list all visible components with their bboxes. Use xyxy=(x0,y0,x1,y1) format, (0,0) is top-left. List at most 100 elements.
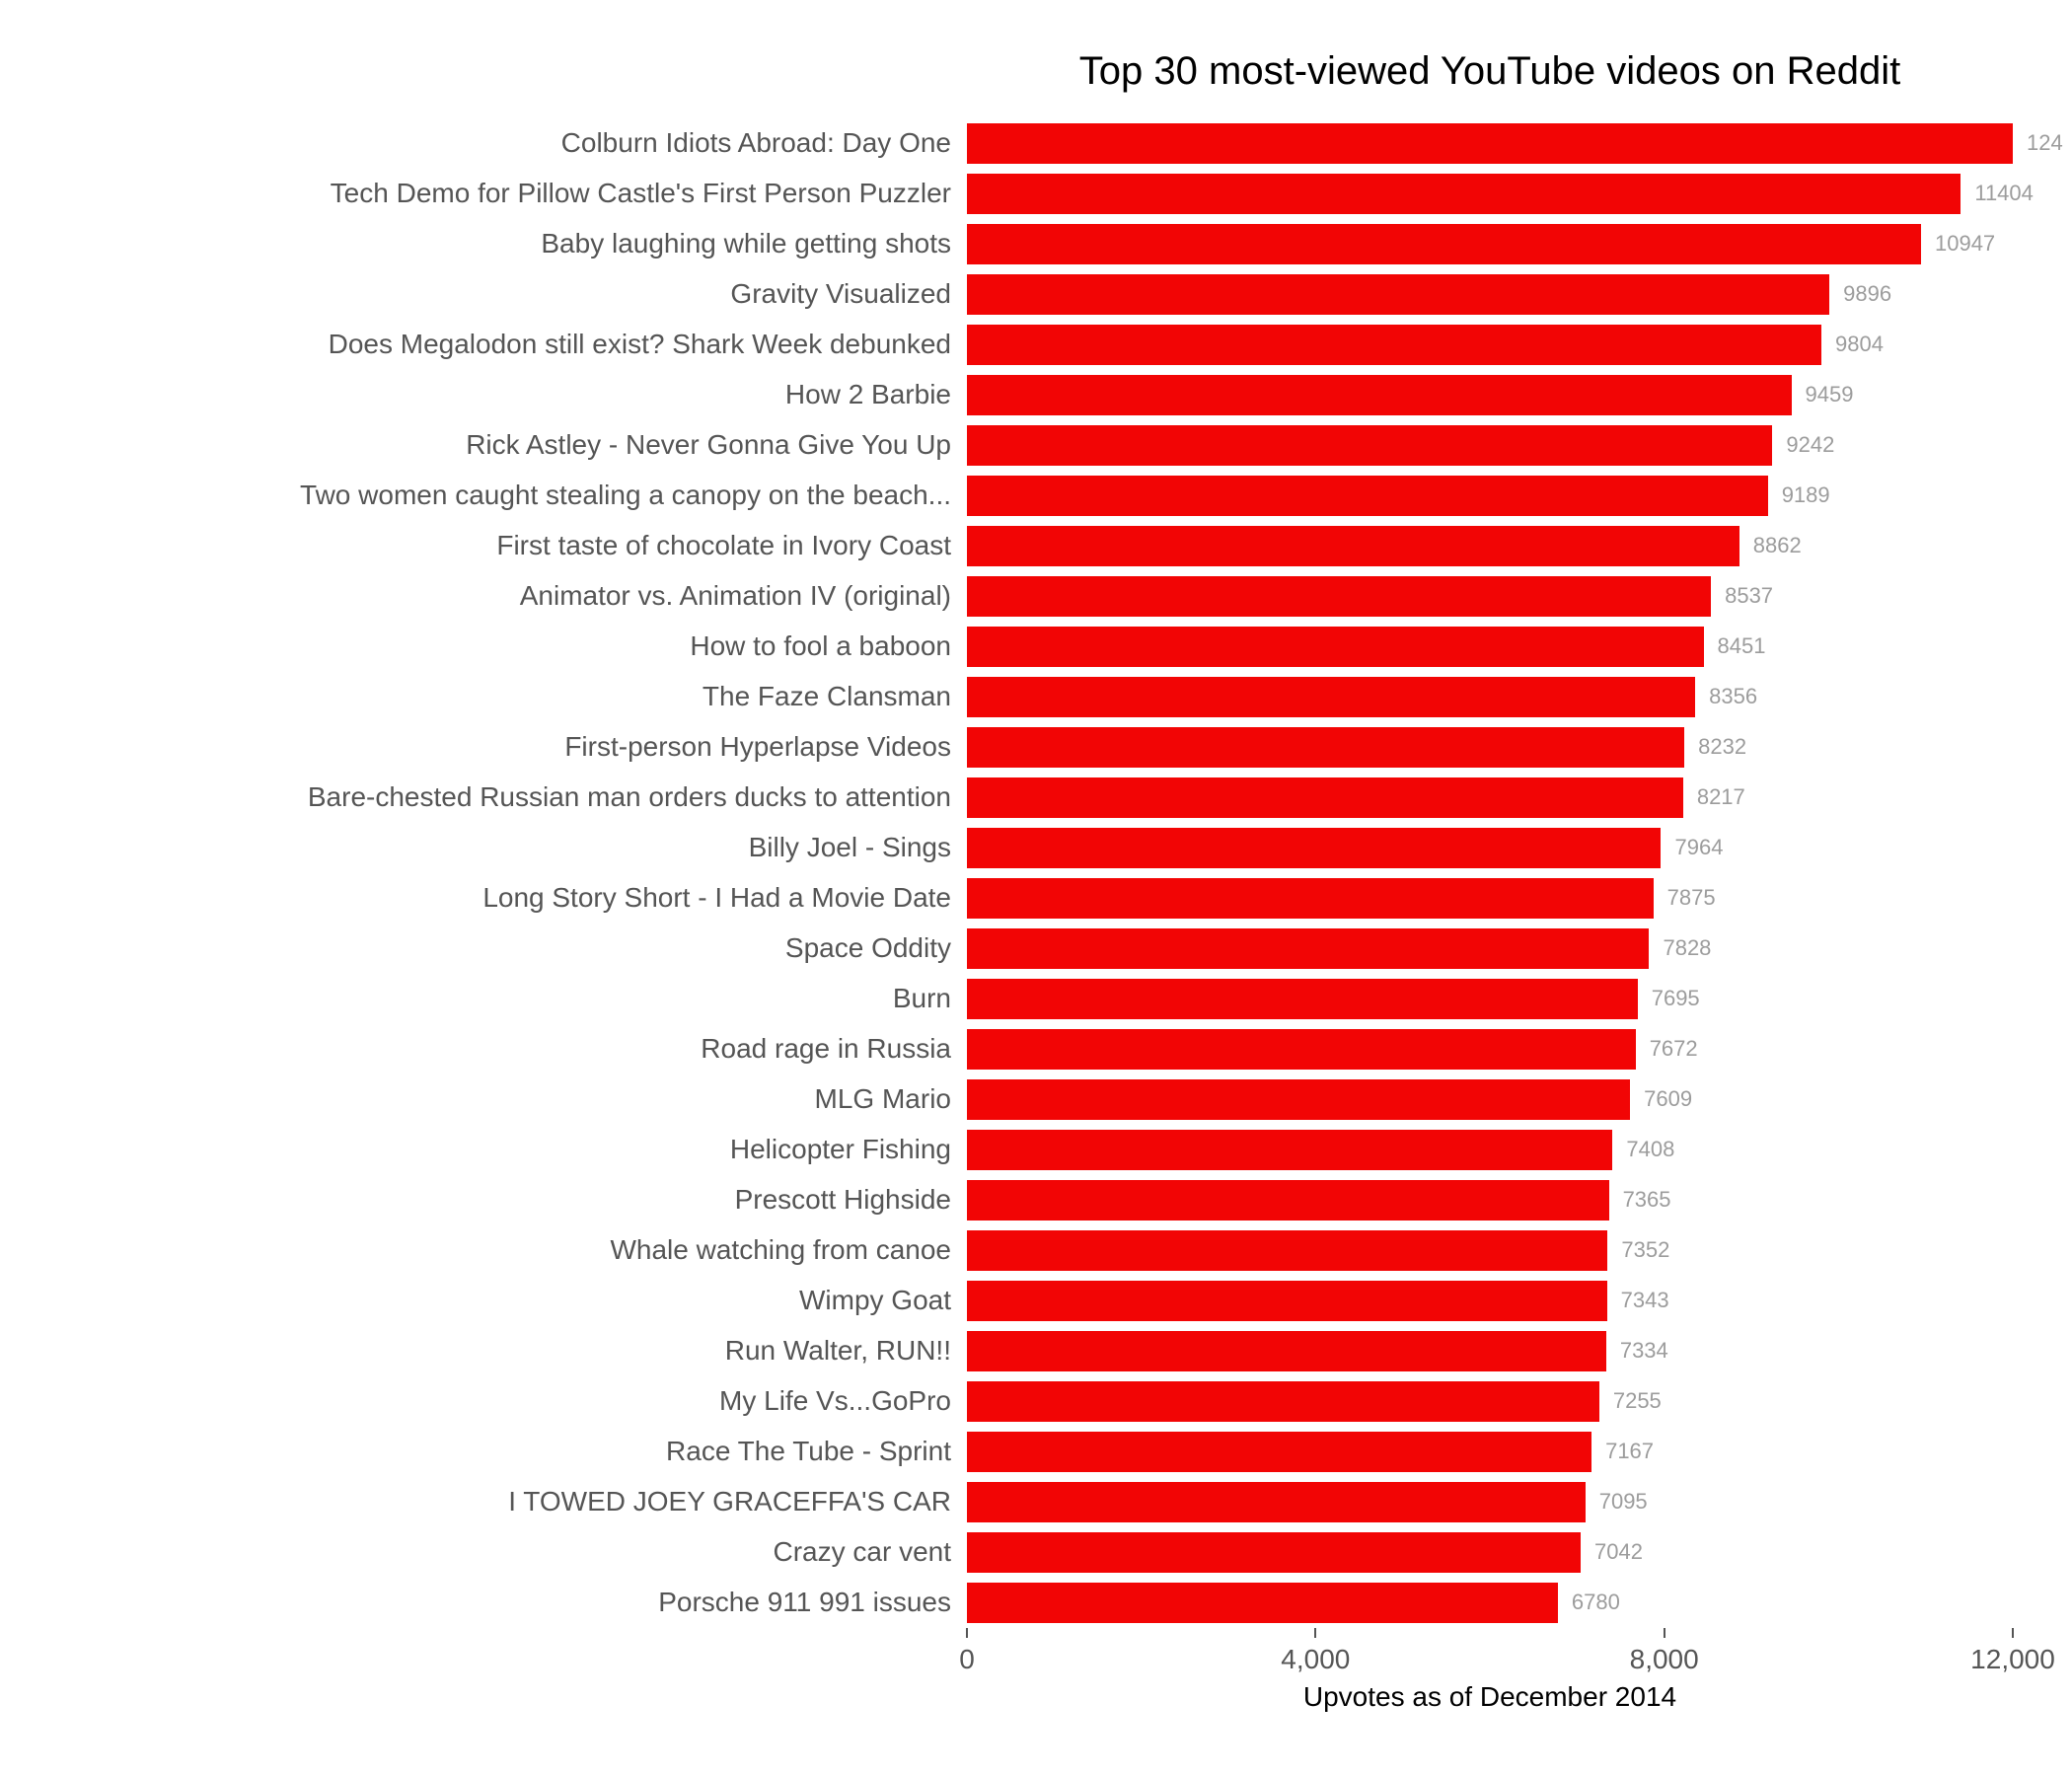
x-axis-tick xyxy=(2012,1628,2014,1638)
value-label: 9459 xyxy=(1806,382,1854,407)
category-label: Run Walter, RUN!! xyxy=(725,1335,967,1367)
bar xyxy=(967,979,1638,1020)
category-label: Two women caught stealing a canopy on th… xyxy=(300,480,967,511)
bar-row: Burn7695 xyxy=(967,979,2013,1020)
value-label: 9804 xyxy=(1835,332,1884,357)
category-label: Burn xyxy=(893,983,967,1014)
category-label: Billy Joel - Sings xyxy=(749,832,967,863)
bar xyxy=(967,1583,1558,1624)
bar-row: Run Walter, RUN!!7334 xyxy=(967,1331,2013,1372)
value-label: 7095 xyxy=(1599,1489,1648,1515)
category-label: Helicopter Fishing xyxy=(730,1134,967,1165)
value-label: 7167 xyxy=(1605,1439,1654,1464)
bar-row: I TOWED JOEY GRACEFFA'S CAR7095 xyxy=(967,1482,2013,1523)
category-label: How 2 Barbie xyxy=(785,379,967,410)
category-label: Race The Tube - Sprint xyxy=(666,1436,967,1467)
value-label: 9242 xyxy=(1786,432,1834,458)
bar-row: Road rage in Russia7672 xyxy=(967,1029,2013,1071)
bar-row: Race The Tube - Sprint7167 xyxy=(967,1432,2013,1473)
value-label: 7343 xyxy=(1621,1288,1669,1313)
bar xyxy=(967,777,1683,819)
bar-row: Helicopter Fishing7408 xyxy=(967,1130,2013,1171)
category-label: Rick Astley - Never Gonna Give You Up xyxy=(466,429,967,461)
bar-row: Long Story Short - I Had a Movie Date787… xyxy=(967,878,2013,920)
bar xyxy=(967,1180,1609,1221)
bar-row: Colburn Idiots Abroad: Day One124 xyxy=(967,123,2013,165)
category-label: The Faze Clansman xyxy=(703,681,967,712)
chart-title: Top 30 most-viewed YouTube videos on Red… xyxy=(1079,49,1900,94)
bar xyxy=(967,224,1921,265)
bar xyxy=(967,727,1684,769)
category-label: Porsche 911 991 issues xyxy=(658,1587,967,1618)
x-axis-tick xyxy=(966,1628,968,1638)
bar-row: My Life Vs...GoPro7255 xyxy=(967,1381,2013,1423)
bar-row: Tech Demo for Pillow Castle's First Pers… xyxy=(967,174,2013,215)
bar xyxy=(967,476,1768,517)
bar-row: Porsche 911 991 issues6780 xyxy=(967,1583,2013,1624)
x-axis-tick-label: 0 xyxy=(959,1644,975,1675)
value-label: 8537 xyxy=(1725,583,1773,609)
category-label: Space Oddity xyxy=(785,932,967,964)
value-label: 7352 xyxy=(1621,1237,1669,1263)
value-label: 11404 xyxy=(1974,181,2034,206)
x-axis-tick-label: 8,000 xyxy=(1630,1644,1699,1675)
bar xyxy=(967,375,1792,416)
value-label: 7828 xyxy=(1663,935,1711,961)
bar xyxy=(967,1230,1607,1272)
category-label: First-person Hyperlapse Videos xyxy=(564,731,967,763)
value-label: 124 xyxy=(2027,130,2063,156)
value-label: 8862 xyxy=(1753,533,1802,558)
bar-row: Billy Joel - Sings7964 xyxy=(967,828,2013,869)
bar xyxy=(967,123,2013,165)
value-label: 8217 xyxy=(1697,784,1745,810)
plot-area: Colburn Idiots Abroad: Day One124 Tech De… xyxy=(967,118,2013,1628)
bar-row: Does Megalodon still exist? Shark Week d… xyxy=(967,325,2013,366)
bar xyxy=(967,1381,1599,1423)
category-label: Crazy car vent xyxy=(774,1536,968,1568)
value-label: 7672 xyxy=(1650,1036,1698,1062)
value-label: 7408 xyxy=(1626,1137,1674,1162)
value-label: 7964 xyxy=(1674,835,1723,860)
category-label: Tech Demo for Pillow Castle's First Pers… xyxy=(331,178,967,209)
x-axis-tick-label: 4,000 xyxy=(1281,1644,1350,1675)
category-label: Baby laughing while getting shots xyxy=(541,228,967,259)
category-label: Long Story Short - I Had a Movie Date xyxy=(482,882,967,914)
category-label: My Life Vs...GoPro xyxy=(719,1385,967,1417)
category-label: Does Megalodon still exist? Shark Week d… xyxy=(329,329,967,360)
value-label: 10947 xyxy=(1935,231,1995,257)
bar-row: Bare-chested Russian man orders ducks to… xyxy=(967,777,2013,819)
value-label: 7334 xyxy=(1620,1338,1668,1364)
bar-row: Two women caught stealing a canopy on th… xyxy=(967,476,2013,517)
bar xyxy=(967,1482,1586,1523)
category-label: Bare-chested Russian man orders ducks to… xyxy=(308,781,967,813)
bar xyxy=(967,1432,1591,1473)
category-label: Wimpy Goat xyxy=(799,1285,967,1316)
x-axis-tick xyxy=(1664,1628,1665,1638)
value-label: 9896 xyxy=(1843,281,1891,307)
bar-row: Rick Astley - Never Gonna Give You Up924… xyxy=(967,425,2013,467)
bar xyxy=(967,1029,1636,1071)
value-label: 7365 xyxy=(1623,1187,1671,1213)
value-label: 7609 xyxy=(1644,1086,1692,1112)
category-label: Animator vs. Animation IV (original) xyxy=(520,580,967,612)
value-label: 6780 xyxy=(1572,1590,1620,1615)
bar xyxy=(967,1331,1606,1372)
category-label: Gravity Visualized xyxy=(730,278,967,310)
bar xyxy=(967,325,1821,366)
bar xyxy=(967,1532,1581,1574)
category-label: Whale watching from canoe xyxy=(610,1234,967,1266)
x-axis-tick-label: 12,000 xyxy=(1970,1644,2055,1675)
bar-row: First taste of chocolate in Ivory Coast8… xyxy=(967,526,2013,567)
bar xyxy=(967,627,1704,668)
category-label: First taste of chocolate in Ivory Coast xyxy=(496,530,967,561)
bar xyxy=(967,1079,1630,1121)
bar-row: How to fool a baboon8451 xyxy=(967,627,2013,668)
value-label: 7695 xyxy=(1652,986,1700,1011)
value-label: 7875 xyxy=(1667,885,1716,911)
value-label: 8356 xyxy=(1709,684,1757,709)
category-label: I TOWED JOEY GRACEFFA'S CAR xyxy=(508,1486,967,1517)
value-label: 7042 xyxy=(1594,1539,1643,1565)
bar-row: Crazy car vent7042 xyxy=(967,1532,2013,1574)
bar-row: MLG Mario7609 xyxy=(967,1079,2013,1121)
value-label: 8451 xyxy=(1718,633,1766,659)
